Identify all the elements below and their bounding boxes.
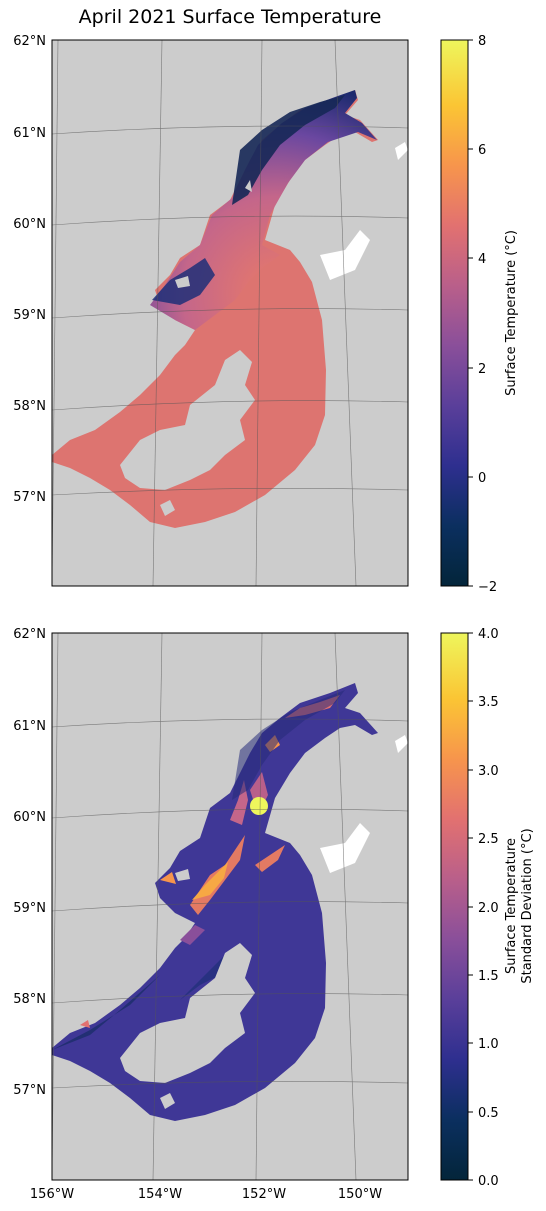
colorbar-tick: 1.0 xyxy=(478,1037,499,1052)
map-panel-temperature: 62°N 61°N 60°N 59°N 58°N 57°N xyxy=(13,34,409,587)
colorbar-temperature: 8 6 4 2 0 −2 Surface Temperature (°C) xyxy=(440,34,519,595)
graticule xyxy=(52,633,408,1180)
figure-title: April 2021 Surface Temperature xyxy=(78,6,382,28)
lat-label: 61°N xyxy=(13,126,46,141)
colorbar-std: 4.0 3.5 3.0 2.5 2.0 1.5 1.0 0.5 0.0 Surf… xyxy=(440,627,535,1189)
std-field-outer xyxy=(52,683,378,1121)
kodiak-island xyxy=(120,943,255,1083)
lat-label: 58°N xyxy=(13,992,46,1007)
colorbar-tick: 2.5 xyxy=(478,832,499,847)
colorbar-tick: 2 xyxy=(478,362,486,377)
kodiak-island xyxy=(120,350,255,490)
colorbar-label: Surface Temperature (°C) xyxy=(504,230,519,396)
colorbar-tick: 2.0 xyxy=(478,901,499,916)
colorbar-tick: 0.5 xyxy=(478,1106,499,1121)
colorbar-tick: 0 xyxy=(478,471,486,486)
lat-label: 62°N xyxy=(13,34,46,49)
graticule xyxy=(52,40,408,586)
map-frame xyxy=(51,39,409,587)
colorbar-tick: 4 xyxy=(478,252,486,267)
colorbar-tick: 3.5 xyxy=(478,695,499,710)
coastal-white-patch xyxy=(320,230,370,280)
colorbar-tick: −2 xyxy=(478,580,497,595)
map-panel-std: 62°N 61°N 60°N 59°N 58°N 57°N 156°W 154°… xyxy=(13,627,409,1202)
colorbar-tick: 3.0 xyxy=(478,764,499,779)
lat-label: 60°N xyxy=(13,217,46,232)
colorbar-label-line2: Standard Deviation (°C) xyxy=(520,828,535,983)
lat-label: 59°N xyxy=(13,308,46,323)
lon-label: 152°W xyxy=(242,1187,286,1202)
small-island xyxy=(115,1128,160,1145)
colorbar-label-line1: Surface Temperature xyxy=(504,838,519,974)
lon-label: 150°W xyxy=(338,1187,382,1202)
lat-label: 57°N xyxy=(13,490,46,505)
map-frame xyxy=(51,632,409,1181)
colorbar-tick: 6 xyxy=(478,143,486,158)
std-max-spot xyxy=(250,797,268,815)
coastal-white-patch xyxy=(320,823,370,873)
lon-label: 156°W xyxy=(30,1187,74,1202)
lat-label: 58°N xyxy=(13,399,46,414)
colorbar-bar xyxy=(440,632,469,1181)
colorbar-tick: 0.0 xyxy=(478,1174,499,1189)
lat-label: 57°N xyxy=(13,1083,46,1098)
colorbar-bar xyxy=(440,39,469,587)
lat-label: 59°N xyxy=(13,901,46,916)
colorbar-tick: 8 xyxy=(478,34,486,49)
small-island xyxy=(115,535,160,552)
lat-label: 60°N xyxy=(13,810,46,825)
lat-label: 61°N xyxy=(13,719,46,734)
lat-label: 62°N xyxy=(13,627,46,642)
colorbar-tick: 4.0 xyxy=(478,627,499,642)
lon-label: 154°W xyxy=(138,1187,182,1202)
colorbar-tick: 1.5 xyxy=(478,969,499,984)
